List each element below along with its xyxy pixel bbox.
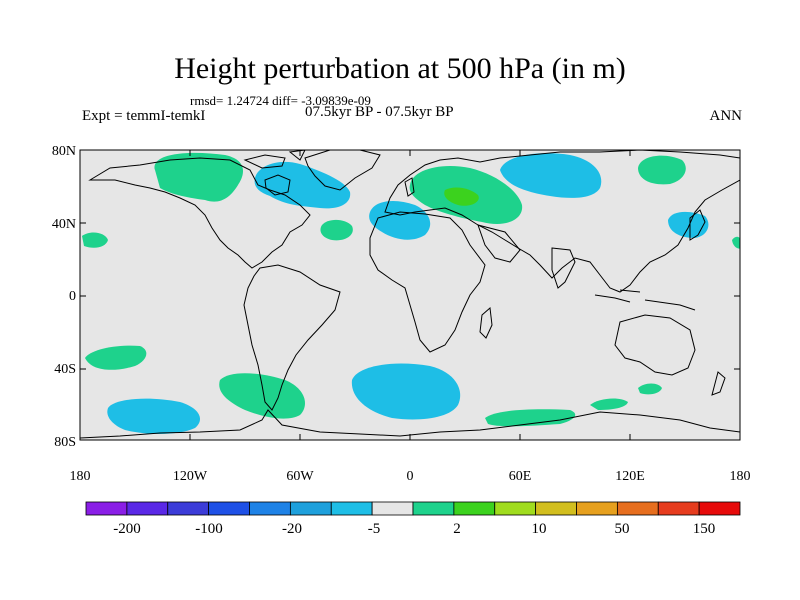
coastline-india <box>551 247 576 289</box>
colorbar-swatch <box>330 501 373 516</box>
colorbar-swatch <box>126 501 169 516</box>
lat-label-40s: 40S <box>54 362 76 377</box>
patch-westatlantic-positive <box>320 219 353 241</box>
coastline-africa <box>369 211 486 353</box>
coastline-greenland <box>304 150 381 191</box>
colorbar-swatch <box>412 501 455 516</box>
patch-southatlantic-negative <box>351 363 461 420</box>
patch-atlantic-negative <box>369 200 431 240</box>
lat-label-80n: 80N <box>52 144 76 159</box>
colorbar-label: -200 <box>113 521 141 537</box>
anomaly-patches <box>82 152 740 434</box>
coastline-madagascar <box>479 306 493 339</box>
patch-pacific-east-positive <box>732 236 740 249</box>
season-label: ANN <box>709 108 743 124</box>
colorbar-swatch <box>249 501 291 516</box>
coastline-australia <box>614 314 696 376</box>
colorbar-labels: -200 -100 -20 -5 2 10 50 150 <box>113 521 715 537</box>
coastlines <box>80 150 740 439</box>
colorbar-swatch <box>289 501 332 516</box>
lon-label-60e: 60E <box>509 469 532 484</box>
patch-eastsiberia-positive <box>638 155 686 185</box>
colorbar-swatch <box>85 501 128 516</box>
colorbar-swatch <box>698 501 741 516</box>
axis-ticks <box>79 149 741 441</box>
colorbar-label: -100 <box>195 521 223 537</box>
colorbar-swatch <box>657 501 700 516</box>
longitude-labels: 180 120W 60W 0 60E 120E 180 <box>70 469 751 484</box>
patch-greenland-positive <box>154 152 244 202</box>
lat-label-eq: 0 <box>69 289 76 304</box>
patch-hudson-negative <box>254 161 351 209</box>
coastline-south-america <box>243 264 341 411</box>
patch-southamerica-positive <box>219 373 305 419</box>
patch-europe-core <box>444 187 479 206</box>
experiment-label: Expt = temmI-temkI <box>82 108 206 124</box>
lon-label-60w: 60W <box>286 469 314 484</box>
coastline-north-america <box>88 157 311 269</box>
latitude-labels: 80N 40N 0 40S 80S <box>52 144 76 450</box>
coastline-hudson-bay <box>264 174 291 196</box>
coastline-canadian-arctic <box>243 150 306 169</box>
lat-label-40n: 40N <box>52 217 76 232</box>
coastline-japan <box>689 209 706 241</box>
colorbar-label: -20 <box>282 521 302 537</box>
patch-japan-negative <box>668 211 709 238</box>
colorbar-label: -5 <box>368 521 381 537</box>
colorbar-swatch <box>371 501 414 516</box>
colorbar-swatch <box>453 501 496 516</box>
patch-southpacific-negative <box>107 398 200 434</box>
lon-label-120e: 120E <box>615 469 645 484</box>
colorbar-label: 50 <box>615 521 630 537</box>
colorbar-swatch <box>167 501 210 516</box>
colorbar-label: 150 <box>693 521 716 537</box>
map-title: Height perturbation at 500 hPa (in m) <box>174 52 626 85</box>
lon-label-180w: 180 <box>70 469 91 484</box>
patch-southpacific-positive <box>85 345 147 370</box>
lat-label-80s: 80S <box>54 435 76 450</box>
colorbar-swatch <box>535 501 577 516</box>
colorbar-swatch <box>494 501 537 516</box>
lon-label-180e: 180 <box>730 469 751 484</box>
coastline-new-zealand <box>711 371 726 396</box>
colorbar-label: 10 <box>532 521 547 537</box>
colorbar-label: 2 <box>453 521 461 537</box>
patch-indian-south-positive <box>590 398 628 410</box>
coastline-eurasia <box>384 150 740 293</box>
colorbar-swatch <box>576 501 618 516</box>
colorbar <box>85 501 741 516</box>
period-label: 07.5kyr BP - 07.5kyr BP <box>305 104 454 120</box>
colorbar-swatch <box>208 501 250 516</box>
coastline-antarctica <box>80 409 740 439</box>
coastline-uk <box>404 177 415 197</box>
lon-label-0: 0 <box>407 469 414 484</box>
patch-australia-south-positive <box>638 383 662 395</box>
patch-siberia-negative <box>500 153 602 198</box>
colorbar-swatch <box>616 501 659 516</box>
patch-southernocean-positive <box>485 409 576 427</box>
lon-label-120w: 120W <box>173 469 208 484</box>
coastline-indonesia <box>594 289 696 311</box>
stats-text: rmsd= 1.24724 diff= -3.09839e-09 <box>190 93 371 108</box>
patch-pacific-west-positive <box>82 232 108 248</box>
coastline-arabia <box>477 224 521 263</box>
